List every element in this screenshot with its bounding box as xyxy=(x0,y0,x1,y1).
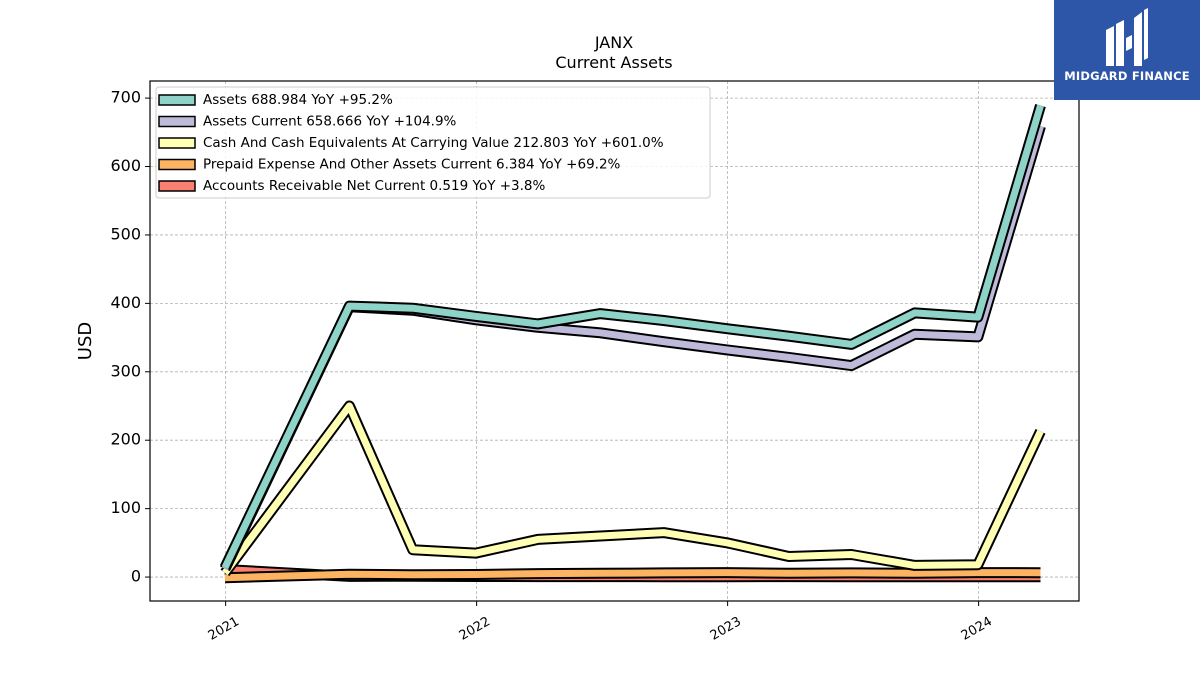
series-cash-and-cash-equivalents-at-carrying-value xyxy=(220,400,1046,577)
legend-swatch xyxy=(158,180,196,192)
series-line xyxy=(222,402,1044,575)
y-tick-label: 600 xyxy=(110,156,141,175)
legend-label: Assets Current 658.666 YoY +104.9% xyxy=(203,114,457,130)
y-axis: 0 100 200 300 400 500 600 700 xyxy=(110,88,150,586)
legend-label: Cash And Cash Equivalents At Carrying Va… xyxy=(203,135,664,151)
y-tick-label: 0 xyxy=(131,567,141,586)
legend-label: Prepaid Expense And Other Assets Current… xyxy=(203,157,621,173)
midgard-logo-icon xyxy=(1106,8,1148,66)
series-line xyxy=(221,104,1044,570)
x-tick-label: 2022 xyxy=(457,614,493,644)
legend: Assets 688.984 YoY +95.2% Assets Current … xyxy=(155,86,711,199)
x-tick-label: 2021 xyxy=(206,614,242,644)
y-axis-label: USD xyxy=(75,322,96,360)
chart-subtitle: Current Assets xyxy=(555,53,672,72)
legend-swatch xyxy=(158,94,196,106)
legend-swatch xyxy=(158,115,196,128)
legend-label: Assets 688.984 YoY +95.2% xyxy=(203,92,393,108)
plot-frame xyxy=(149,80,1080,602)
x-axis: 2021 2022 2023 2024 xyxy=(206,601,995,644)
y-tick-label: 400 xyxy=(110,293,141,312)
legend-swatch xyxy=(158,137,196,149)
chart-title: JANX xyxy=(594,33,633,52)
brand-name: MIDGARD FINANCE xyxy=(1064,69,1190,83)
series-line xyxy=(224,569,1041,582)
series-layer xyxy=(220,104,1046,584)
series-outline xyxy=(220,400,1046,577)
brand-logo: MIDGARD FINANCE xyxy=(1054,0,1200,100)
y-tick-label: 300 xyxy=(110,361,141,380)
series-prepaid-expense-and-other-assets-current xyxy=(224,567,1041,584)
legend-label: Accounts Receivable Net Current 0.519 Yo… xyxy=(203,178,546,194)
y-tick-label: 200 xyxy=(110,430,141,449)
y-tick-label: 500 xyxy=(110,224,141,243)
y-tick-label: 100 xyxy=(110,498,141,517)
series-assets xyxy=(220,104,1046,570)
x-tick-label: 2023 xyxy=(708,614,744,644)
x-tick-label: 2024 xyxy=(959,614,995,644)
legend-swatch xyxy=(158,158,196,171)
y-tick-label: 700 xyxy=(110,88,141,107)
